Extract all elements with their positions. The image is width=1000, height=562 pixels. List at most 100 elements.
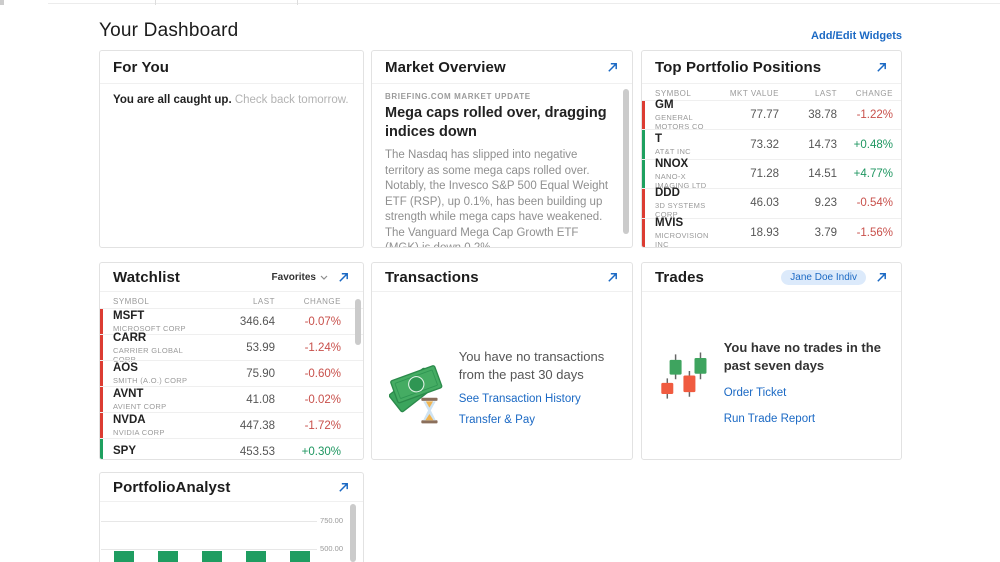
tab-divider (155, 0, 156, 5)
trades-widget: Trades Jane Doe Indiv You have no trades… (641, 262, 902, 460)
company-name: MICROVISION INC (655, 230, 709, 248)
table-row[interactable]: GM GENERAL MOTORS CO 77.77 38.78 -1.22% (642, 99, 901, 131)
for-you-message: You are all caught up. Check back tomorr… (100, 84, 363, 116)
symbol-cell: AOS SMITH (A.O.) CORP (113, 362, 205, 385)
run-trade-report-link[interactable]: Run Trade Report (723, 413, 816, 425)
table-row[interactable]: AOS SMITH (A.O.) CORP 75.90 -0.60% (100, 360, 363, 386)
chevron-down-icon (320, 275, 328, 280)
col-last: LAST (252, 296, 275, 306)
for-you-widget: For You You are all caught up. Check bac… (99, 50, 364, 248)
mkt-value: 73.32 (750, 138, 779, 151)
filter-label: Favorites (271, 271, 316, 283)
positions-rows: GM GENERAL MOTORS CO 77.77 38.78 -1.22% T AT&T… (642, 99, 901, 248)
axis-tick-label: 500.00 (320, 544, 343, 554)
account-badge[interactable]: Jane Doe Indiv (781, 269, 866, 285)
chart-bar[interactable] (290, 551, 310, 562)
news-body: The Nasdaq has slipped into negative ter… (385, 148, 612, 248)
watchlist-header: Watchlist Favorites (100, 263, 363, 292)
last-price: 41.08 (246, 393, 275, 406)
col-mkt-value: MKT VALUE (729, 88, 779, 98)
scrollbar-thumb[interactable] (350, 504, 356, 562)
add-edit-widgets-link[interactable]: Add/Edit Widgets (811, 30, 902, 42)
trades-message: You have no trades in the past seven day… (723, 340, 881, 373)
direction-indicator-bar (642, 130, 645, 159)
tab-divider (297, 0, 298, 5)
portfolioanalyst-header: PortfolioAnalyst (100, 473, 363, 502)
chart-bar[interactable] (114, 551, 134, 562)
scrollbar-thumb[interactable] (623, 89, 629, 234)
mkt-value: 77.77 (750, 109, 779, 122)
table-row[interactable]: NNOX NANO-X IMAGING LTD 71.28 14.51 +4.77% (642, 158, 901, 190)
for-you-title: For You (113, 58, 169, 76)
table-row[interactable]: CARR CARRIER GLOBAL CORP 53.99 -1.24% (100, 332, 363, 364)
chart-bar[interactable] (246, 551, 266, 562)
axis-tick-label: 750.00 (320, 516, 343, 526)
change-percent: -1.56% (856, 226, 893, 239)
symbol-cell: GM GENERAL MOTORS CO (655, 99, 717, 131)
symbol: CARR (113, 331, 147, 344)
watchlist-filter-dropdown[interactable]: Favorites (272, 272, 328, 283)
last-price: 14.51 (808, 167, 837, 180)
last-price: 53.99 (246, 341, 275, 354)
last-price: 447.38 (239, 419, 275, 432)
table-row[interactable]: MVIS MICROVISION INC 18.93 3.79 -1.56% (642, 217, 901, 248)
last-price: 346.64 (239, 315, 275, 328)
last-price: 9.23 (814, 197, 837, 210)
see-transaction-history-link[interactable]: See Transaction History (458, 393, 581, 405)
transactions-title: Transactions (385, 268, 479, 286)
change-percent: -1.22% (856, 109, 893, 122)
company-name: CARRIER GLOBAL CORP (113, 345, 183, 364)
symbol-cell: CARR CARRIER GLOBAL CORP (113, 332, 205, 364)
expand-icon[interactable] (606, 271, 619, 284)
table-row[interactable]: SPY 453.53 +0.30% (100, 438, 363, 459)
transactions-widget: Transactions You have (371, 262, 633, 460)
col-symbol: SYMBOL (113, 296, 150, 306)
change-percent: -1.72% (304, 419, 341, 432)
news-paragraph: Notably, the Invesco S&P 500 Equal Weigh… (385, 180, 609, 248)
chart-gridline (101, 549, 317, 550)
expand-icon[interactable] (875, 61, 888, 74)
watchlist-rows: MSFT MICROSOFT CORP 346.64 -0.07% CARR CARRIE… (100, 308, 363, 459)
market-overview-title: Market Overview (385, 58, 506, 76)
symbol: T (655, 133, 663, 146)
watchlist-widget: Watchlist Favorites SYMBOL LAST CHANGE M… (99, 262, 364, 460)
col-change: CHANGE (855, 88, 893, 98)
transactions-empty-state: You have no transactions from the past 3… (372, 339, 632, 435)
expand-icon[interactable] (606, 61, 619, 74)
company-name: MICROSOFT CORP (113, 324, 186, 333)
table-row[interactable]: DDD 3D SYSTEMS CORP 46.03 9.23 -0.54% (642, 187, 901, 219)
table-row[interactable]: NVDA NVIDIA CORP 447.38 -1.72% (100, 412, 363, 438)
mkt-value: 18.93 (750, 226, 779, 239)
change-percent: +4.77% (853, 167, 893, 180)
chart-bar[interactable] (202, 551, 222, 562)
news-headline[interactable]: Mega caps rolled over, dragging indices … (385, 105, 607, 140)
company-name: AVIENT CORP (113, 402, 167, 411)
table-row[interactable]: AVNT AVIENT CORP 41.08 -0.02% (100, 386, 363, 412)
direction-indicator-bar (100, 387, 103, 412)
table-row[interactable]: MSFT MICROSOFT CORP 346.64 -0.07% (100, 308, 363, 334)
change-percent: -0.07% (304, 315, 341, 328)
caught-up-text: You are all caught up. (113, 94, 232, 106)
expand-icon[interactable] (337, 271, 350, 284)
symbol-cell: MSFT MICROSOFT CORP (113, 310, 205, 333)
expand-icon[interactable] (875, 271, 888, 284)
change-percent: -0.54% (856, 197, 893, 210)
direction-indicator-bar (642, 218, 645, 247)
symbol-cell: NVDA NVIDIA CORP (113, 414, 205, 437)
order-ticket-link[interactable]: Order Ticket (723, 387, 787, 399)
direction-indicator-bar (642, 101, 645, 130)
for-you-header: For You (100, 51, 363, 84)
scrollbar-thumb[interactable] (355, 299, 361, 345)
symbol-cell: NNOX NANO-X IMAGING LTD (655, 158, 717, 190)
transfer-pay-link[interactable]: Transfer & Pay (458, 414, 535, 426)
last-price: 453.53 (239, 445, 275, 458)
expand-icon[interactable] (337, 481, 350, 494)
symbol-cell: DDD 3D SYSTEMS CORP (655, 187, 717, 219)
watchlist-column-headers: SYMBOL LAST CHANGE (100, 294, 363, 308)
table-row[interactable]: T AT&T INC 73.32 14.73 +0.48% (642, 129, 901, 159)
chart-bar[interactable] (158, 551, 178, 562)
mkt-value: 71.28 (750, 167, 779, 180)
candlestick-icon (661, 352, 707, 399)
page-title: Your Dashboard (99, 20, 239, 41)
portfolioanalyst-title: PortfolioAnalyst (113, 478, 231, 496)
